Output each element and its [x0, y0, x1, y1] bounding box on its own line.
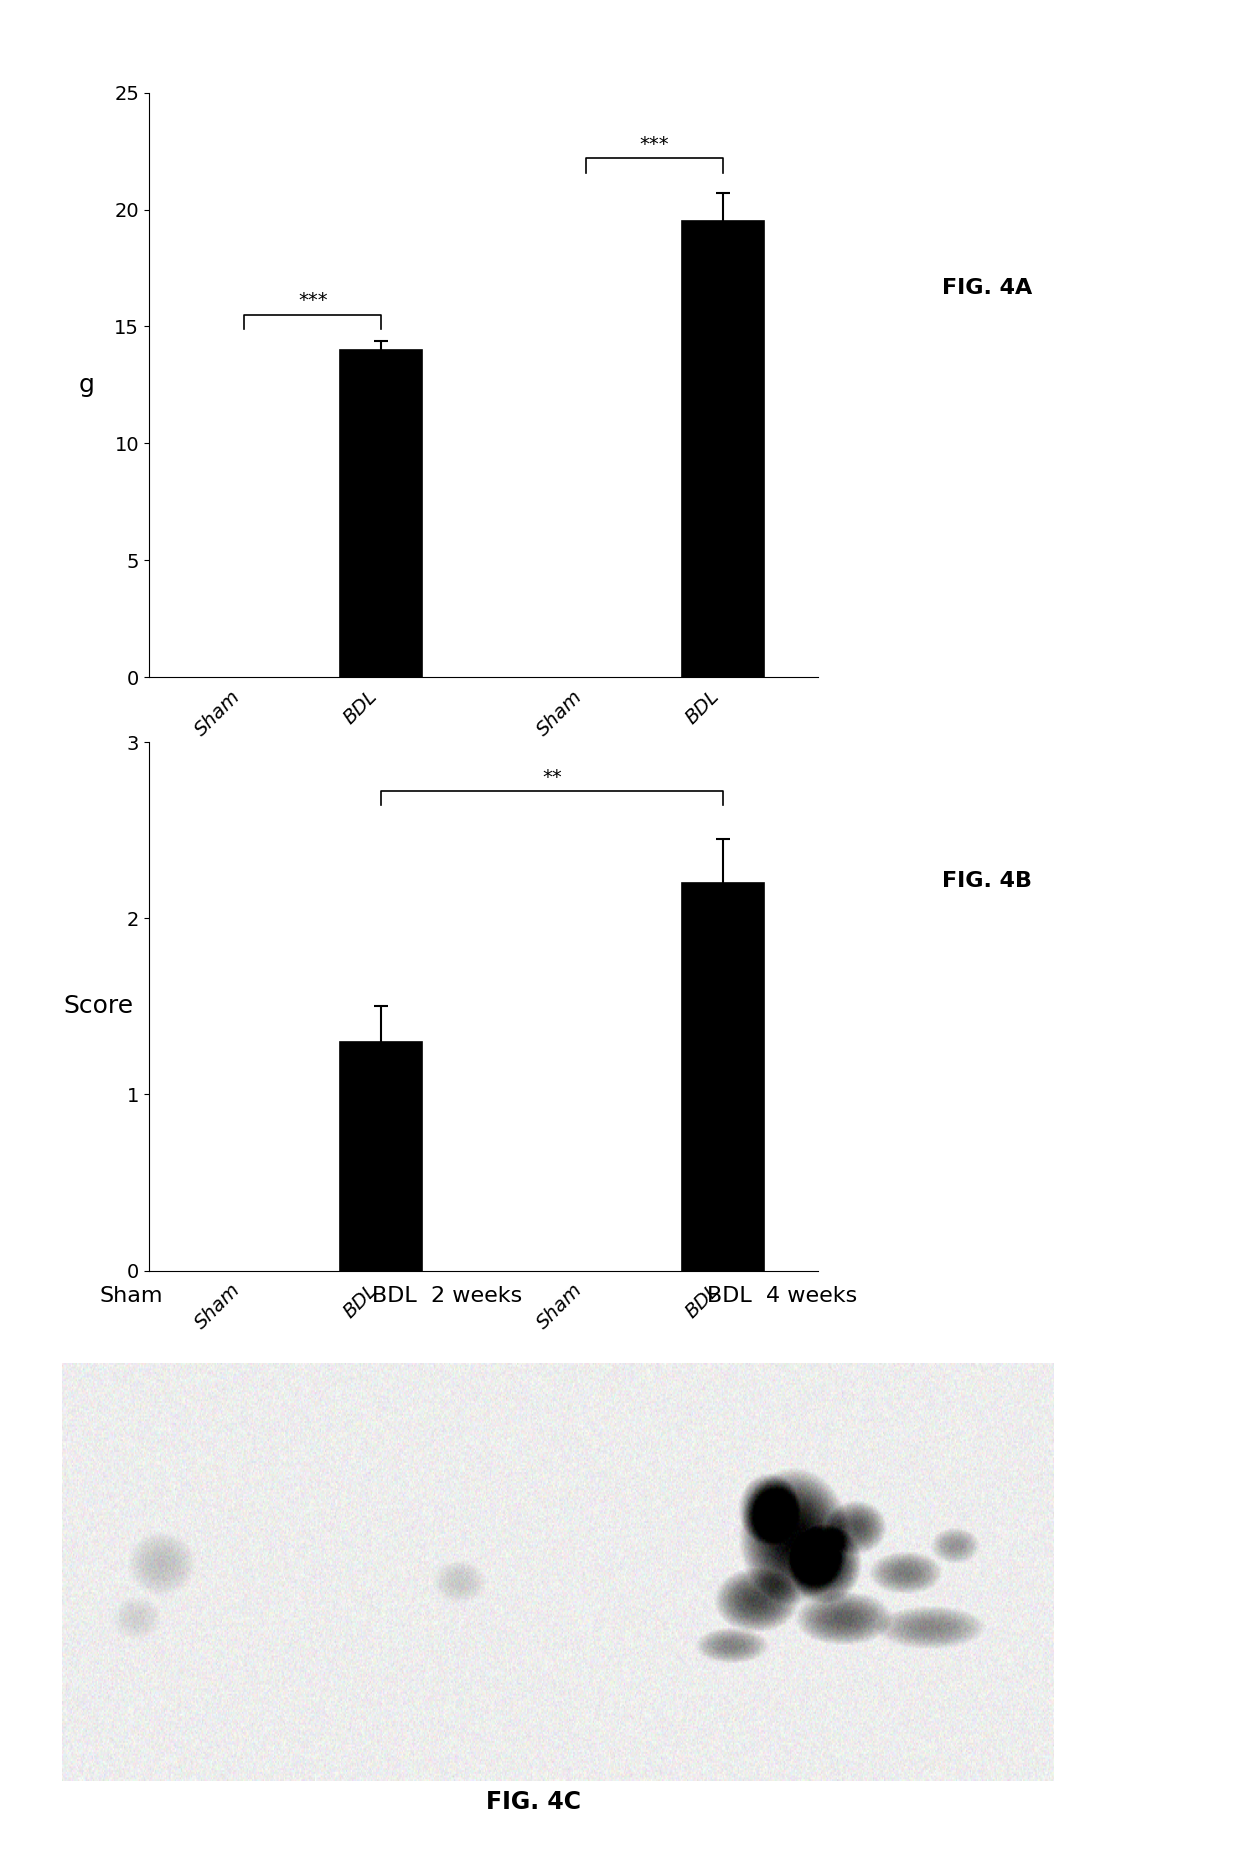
- Bar: [340, 351, 422, 677]
- Y-axis label: Score: Score: [64, 994, 134, 1018]
- Text: ***: ***: [298, 291, 327, 310]
- Y-axis label: g: g: [78, 373, 94, 397]
- Bar: [340, 1041, 422, 1271]
- Text: BDL  2 weeks: BDL 2 weeks: [372, 1286, 522, 1306]
- Bar: [682, 883, 764, 1271]
- Text: ***: ***: [640, 135, 670, 154]
- Bar: [682, 221, 764, 677]
- Text: 4 weeks: 4 weeks: [609, 1428, 701, 1449]
- Text: 2 weeks: 2 weeks: [267, 1428, 358, 1449]
- Text: Sham: Sham: [99, 1286, 162, 1306]
- Text: 4 weeks: 4 weeks: [609, 853, 701, 872]
- Text: 2 weeks: 2 weeks: [267, 853, 358, 872]
- Text: FIG. 4A: FIG. 4A: [942, 278, 1033, 297]
- Text: **: **: [542, 768, 562, 787]
- Text: BDL  4 weeks: BDL 4 weeks: [707, 1286, 857, 1306]
- Text: FIG. 4C: FIG. 4C: [486, 1790, 580, 1814]
- Text: FIG. 4B: FIG. 4B: [942, 872, 1033, 890]
